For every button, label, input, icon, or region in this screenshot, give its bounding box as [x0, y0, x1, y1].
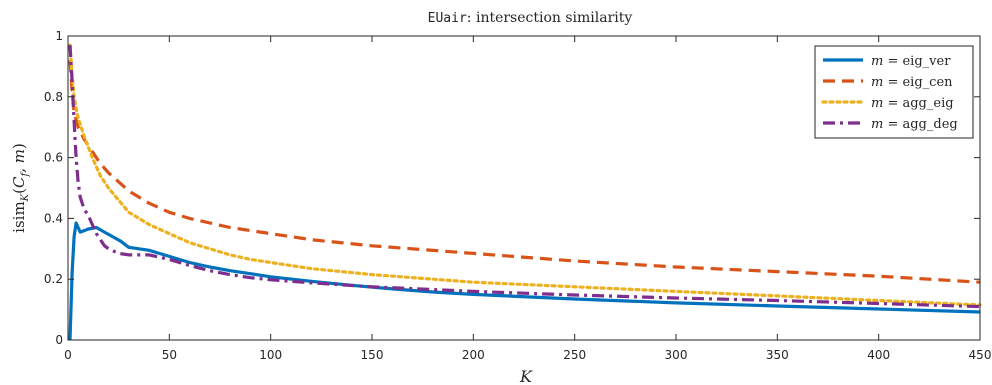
x-tick-label: 300	[665, 348, 688, 362]
x-tick-label: 450	[969, 348, 992, 362]
series-line-4	[68, 45, 981, 309]
y-tick-label: 0.8	[44, 90, 63, 104]
y-tick-label: 0.2	[44, 272, 63, 286]
x-tick-label: 350	[766, 348, 789, 362]
plot-area: 0 50 100 150 200 250 300 350 400 450 0 0.2 0.4 0.6 0.8…	[44, 29, 992, 362]
x-tick-label: 250	[563, 348, 586, 362]
x-tick-label: 100	[259, 348, 282, 362]
legend-label-3: m = agg_eig	[871, 96, 954, 111]
chart-title-rest: : intersection similarity	[467, 10, 633, 26]
y-axis-label: isimK(Cf, m)	[10, 143, 31, 233]
legend-label-2: m = eig_cen	[871, 75, 953, 90]
y-tick-label: 0	[55, 333, 63, 347]
x-tick-label: 200	[462, 348, 485, 362]
legend-label-4: m = agg_deg	[871, 117, 958, 132]
y-tick-label: 0.6	[44, 151, 63, 165]
axes-box	[67, 35, 981, 341]
series-line-2	[68, 60, 981, 284]
x-axis-label: K	[519, 367, 533, 385]
x-tick-label: 50	[162, 348, 177, 362]
legend-label-1: m = eig_ver	[871, 54, 951, 69]
series-line-1	[68, 221, 981, 341]
chart-title: EUair: intersection similarity	[428, 10, 633, 26]
chart-title-dataset: EUair	[428, 11, 467, 26]
x-tick-label: 0	[64, 348, 72, 362]
series-line-3	[68, 43, 982, 307]
x-tick-label: 400	[867, 348, 890, 362]
x-tick-label: 150	[361, 348, 384, 362]
y-tick-label: 0.4	[44, 211, 63, 225]
y-tick-label: 1	[55, 29, 63, 43]
